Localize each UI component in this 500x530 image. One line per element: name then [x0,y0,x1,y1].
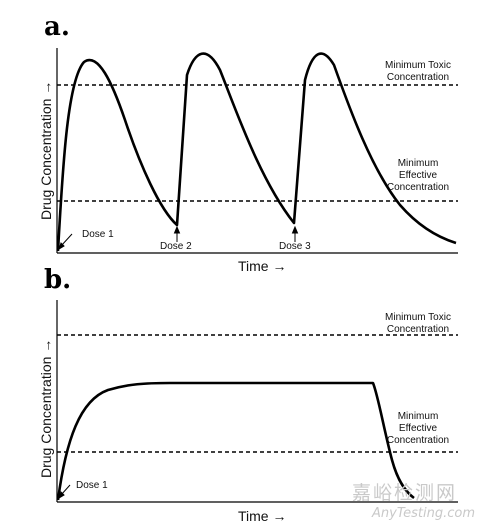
panel-a-toxic-label: Minimum Toxic Concentration [385,60,451,83]
panel-a-dose-1-arrow [58,233,73,251]
panel-a-dose-3-label: Dose 3 [279,241,311,252]
panel-a-x-axis-label: Time → [238,258,287,274]
panel-b-dose-1-arrow [58,484,71,500]
panel-b-concentration-curve [56,381,415,501]
watermark-chinese: 嘉峪检测网 [352,482,458,504]
panel-b-toxic-label: Minimum Toxic Concentration [385,312,451,335]
panel-a-effective-label: Minimum Effective Concentration [386,158,450,193]
watermark-english: AnyTesting.com [372,506,476,521]
panel-b-effective-label: Minimum Effective Concentration [386,411,450,446]
panel-a-dose-2-arrow [173,225,181,242]
panel-a-dose-2-label: Dose 2 [160,241,192,252]
panel-a-concentration-curve [56,52,457,252]
panel-a-dose-3-arrow [291,225,299,242]
panel-a-dose-1-label: Dose 1 [82,229,114,240]
panel-b-letter: b. [44,265,72,295]
panel-a-letter: a. [44,12,70,42]
panel-b-dose-1-label: Dose 1 [76,480,108,491]
panel-b-x-axis-label: Time → [238,508,287,524]
